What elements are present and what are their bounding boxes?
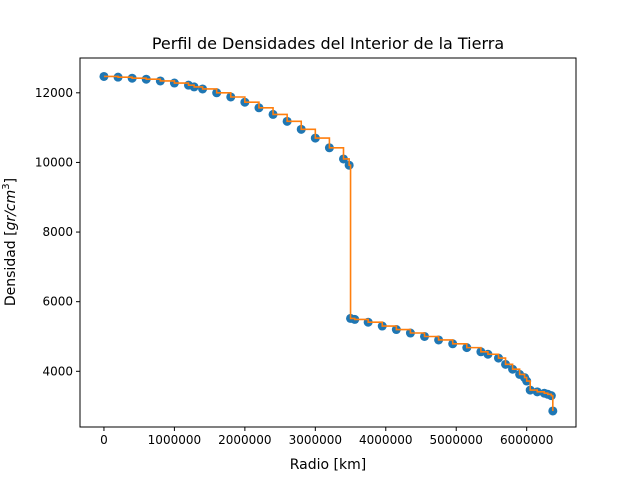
y-axis-label-sup: 3 bbox=[1, 183, 12, 189]
y-axis-label-suffix: ] bbox=[3, 178, 19, 183]
axes-frame bbox=[79, 57, 577, 428]
y-axis: 4000 6000 8000 10000 12000 bbox=[35, 86, 80, 378]
x-tick-label: 4000000 bbox=[359, 433, 412, 447]
x-tick-label: 0 bbox=[100, 433, 108, 447]
chart-title: Perfil de Densidades del Interior de la … bbox=[152, 34, 504, 53]
y-tick-label: 6000 bbox=[42, 295, 73, 309]
x-axis: 0 1000000 2000000 3000000 4000000 5000000 6000… bbox=[100, 427, 553, 447]
y-axis-label-prefix: Densidad [ bbox=[3, 230, 19, 306]
x-tick-label: 3000000 bbox=[289, 433, 342, 447]
x-tick-label: 5000000 bbox=[430, 433, 483, 447]
plot-area bbox=[99, 71, 558, 416]
density-step-line bbox=[103, 75, 554, 411]
y-tick-label: 8000 bbox=[42, 225, 73, 239]
x-tick-label: 6000000 bbox=[500, 433, 553, 447]
x-axis-label: Radio [km] bbox=[290, 457, 366, 473]
x-tick-label: 2000000 bbox=[218, 433, 271, 447]
y-axis-label-var: gr/cm bbox=[3, 190, 19, 231]
y-axis-label: Densidad [gr/cm3] bbox=[1, 178, 19, 306]
y-tick-label: 4000 bbox=[42, 364, 73, 378]
y-tick-label: 12000 bbox=[35, 86, 73, 100]
y-tick-label: 10000 bbox=[35, 155, 73, 169]
x-tick-label: 1000000 bbox=[148, 433, 201, 447]
